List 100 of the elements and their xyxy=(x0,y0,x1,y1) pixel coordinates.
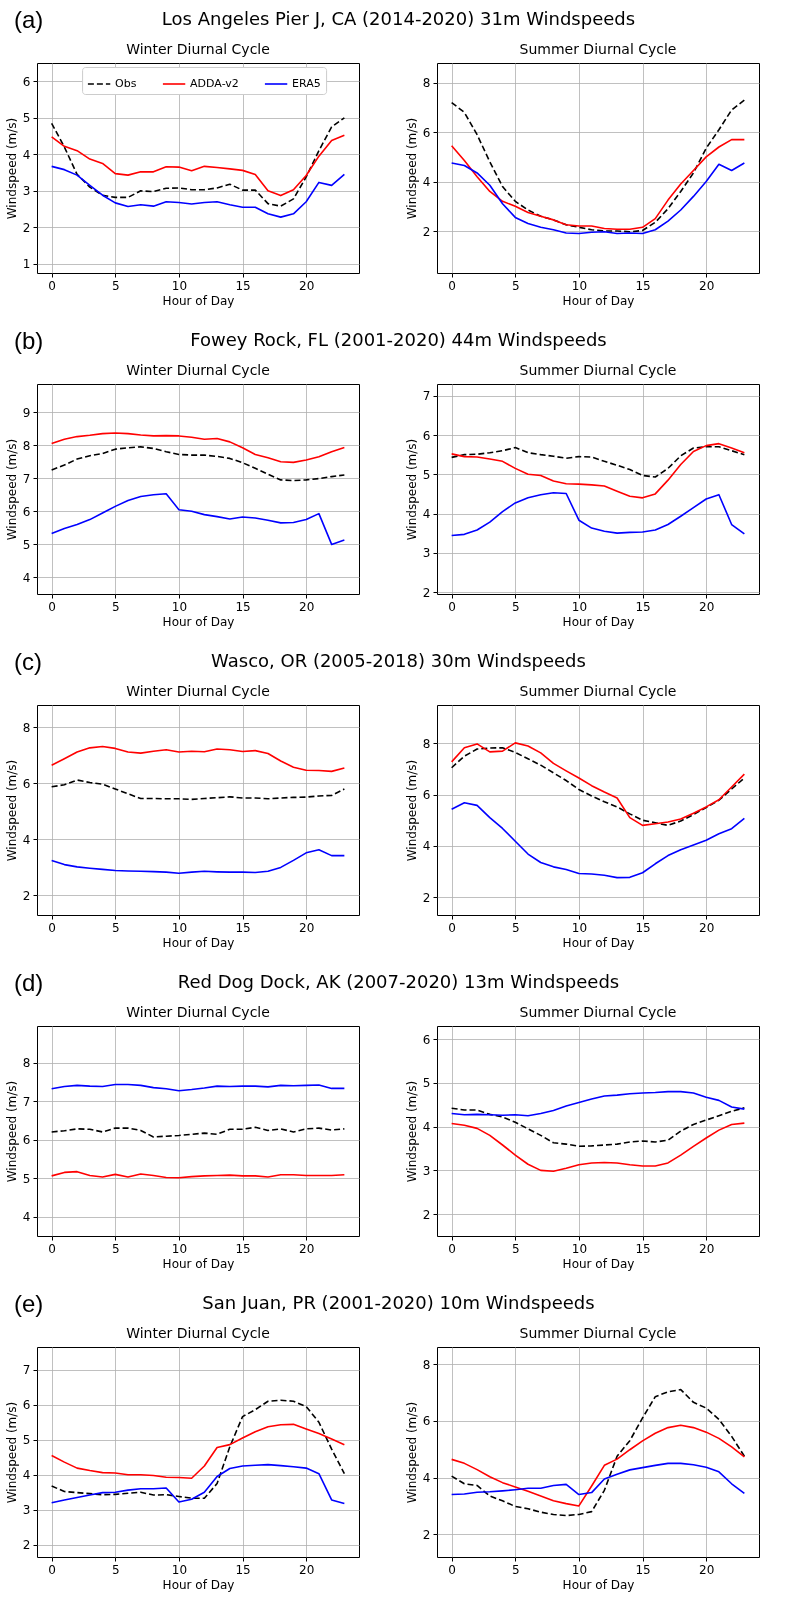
y-tick-label: 8 xyxy=(422,736,431,751)
text: (e) xyxy=(14,1290,44,1318)
chart-title: Summer Diurnal Cycle xyxy=(519,1325,677,1341)
y-tick-label: 4 xyxy=(422,1120,431,1135)
y-tick-label: 7 xyxy=(22,1363,31,1378)
x-tick-label: 5 xyxy=(511,599,520,614)
y-tick-label: 6 xyxy=(22,1133,31,1148)
text: Los Angeles Pier J, CA (2014-2020) 31m Windspeeds xyxy=(161,8,636,29)
line-series xyxy=(450,1107,746,1148)
y-tick-label: 8 xyxy=(422,76,431,91)
x-tick-label: 10 xyxy=(571,1241,588,1256)
x-axis-title: Hour of Day xyxy=(162,935,235,950)
y-tick-label: 4 xyxy=(422,507,431,522)
line-series xyxy=(50,165,346,218)
x-tick-label: 15 xyxy=(635,278,651,293)
y-tick-label: 4 xyxy=(422,1471,431,1486)
x-tick-label: 5 xyxy=(511,920,520,935)
text: (c) xyxy=(14,648,42,676)
y-tick-label: 6 xyxy=(22,1398,31,1413)
y-tick-label: 2 xyxy=(22,888,31,903)
chart-title: Winter Diurnal Cycle xyxy=(126,683,270,699)
line-series xyxy=(50,134,346,197)
y-axis-title: Windspeed (m/s) xyxy=(404,117,419,220)
y-tick-label: 6 xyxy=(422,788,431,803)
x-tick-label: 5 xyxy=(111,278,120,293)
y-tick-label: 5 xyxy=(422,467,431,482)
y-tick-label: 8 xyxy=(22,1056,31,1071)
y-tick-label: 4 xyxy=(22,570,31,585)
y-tick-label: 4 xyxy=(22,1468,31,1483)
line-series xyxy=(50,1463,346,1505)
x-axis-title: Hour of Day xyxy=(162,293,235,308)
x-tick-label: 5 xyxy=(111,920,120,935)
y-axis-title: Windspeed (m/s) xyxy=(404,1080,419,1183)
x-axis-title: Hour of Day xyxy=(562,1577,635,1592)
x-tick-label: 15 xyxy=(235,278,251,293)
text: Fowey Rock, FL (2001-2020) 44m Windspeeds xyxy=(190,329,607,350)
line-series xyxy=(450,1122,746,1173)
x-tick-label: 0 xyxy=(448,1562,456,1577)
y-tick-label: 8 xyxy=(22,438,31,453)
y-tick-label: 9 xyxy=(22,405,31,420)
chart-title: Winter Diurnal Cycle xyxy=(126,41,270,57)
legend-label: Obs xyxy=(115,77,137,90)
chart-title: Summer Diurnal Cycle xyxy=(519,683,677,699)
x-tick-label: 10 xyxy=(171,278,188,293)
x-tick-label: 15 xyxy=(235,599,251,614)
x-tick-label: 0 xyxy=(448,1241,456,1256)
y-axis-title: Windspeed (m/s) xyxy=(404,438,419,541)
y-tick-label: 2 xyxy=(422,890,431,905)
y-tick-label: 5 xyxy=(22,1433,31,1448)
x-tick-label: 5 xyxy=(111,599,120,614)
y-tick-label: 3 xyxy=(422,1163,431,1178)
y-tick-label: 3 xyxy=(22,184,31,199)
line-series xyxy=(450,1388,746,1517)
y-tick-label: 2 xyxy=(22,1538,31,1553)
line-series xyxy=(50,1170,346,1179)
x-tick-label: 0 xyxy=(48,1562,56,1577)
y-tick-label: 2 xyxy=(422,1207,431,1222)
x-axis-title: Hour of Day xyxy=(562,293,635,308)
chart-title: Summer Diurnal Cycle xyxy=(519,41,677,57)
chart-title: Winter Diurnal Cycle xyxy=(126,362,270,378)
text: Wasco, OR (2005-2018) 30m Windspeeds xyxy=(211,650,586,671)
line-series xyxy=(50,848,346,875)
y-axis-title: Windspeed (m/s) xyxy=(4,1401,19,1504)
y-tick-label: 2 xyxy=(422,224,431,239)
x-tick-label: 0 xyxy=(48,1241,56,1256)
x-tick-label: 20 xyxy=(299,599,315,614)
x-tick-label: 0 xyxy=(448,278,456,293)
line-series xyxy=(450,1462,746,1496)
y-tick-label: 2 xyxy=(422,1527,431,1542)
x-tick-label: 15 xyxy=(635,920,651,935)
y-tick-label: 5 xyxy=(22,111,31,126)
line-series xyxy=(450,491,746,537)
y-tick-label: 4 xyxy=(22,1210,31,1225)
y-tick-label: 4 xyxy=(422,839,431,854)
x-tick-label: 5 xyxy=(511,1562,520,1577)
x-tick-label: 15 xyxy=(635,1562,651,1577)
chart-title: Winter Diurnal Cycle xyxy=(126,1004,270,1020)
line-series xyxy=(450,446,746,478)
x-axis-title: Hour of Day xyxy=(562,1256,635,1271)
line-series xyxy=(450,1090,746,1117)
x-tick-label: 20 xyxy=(299,1562,315,1577)
y-tick-label: 6 xyxy=(22,504,31,519)
x-tick-label: 5 xyxy=(511,1241,520,1256)
x-tick-label: 5 xyxy=(111,1562,120,1577)
x-tick-label: 10 xyxy=(571,920,588,935)
y-tick-label: 6 xyxy=(422,1414,431,1429)
line-series xyxy=(450,99,746,233)
text: (b) xyxy=(14,327,44,355)
line-series xyxy=(50,493,346,546)
x-tick-label: 15 xyxy=(635,599,651,614)
y-tick-label: 6 xyxy=(422,125,431,140)
y-axis-title: Windspeed (m/s) xyxy=(404,1401,419,1504)
x-tick-label: 20 xyxy=(299,1241,315,1256)
y-tick-label: 4 xyxy=(22,147,31,162)
line-series xyxy=(450,442,746,499)
x-tick-label: 20 xyxy=(299,278,315,293)
x-tick-label: 20 xyxy=(699,278,715,293)
x-tick-label: 20 xyxy=(699,599,715,614)
line-series xyxy=(450,162,746,235)
x-tick-label: 10 xyxy=(171,599,188,614)
